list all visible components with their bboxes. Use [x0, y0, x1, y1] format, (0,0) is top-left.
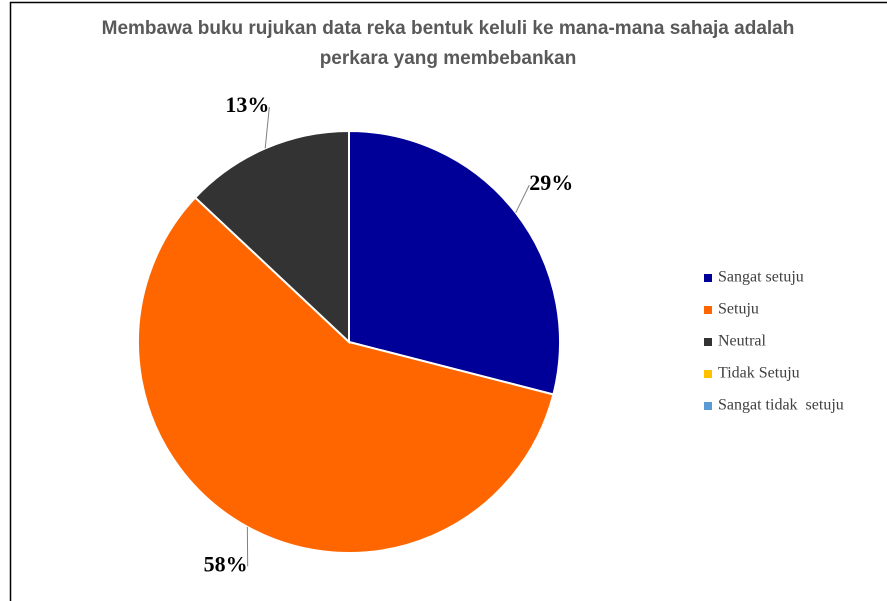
- pie-slice: [348, 129, 561, 396]
- legend-label: Tidak Setuju: [718, 365, 800, 382]
- pie-slice: [193, 129, 350, 345]
- chart-title: Membawa buku rujukan data reka bentuk ke…: [101, 18, 795, 69]
- data-label: 13%: [225, 92, 269, 117]
- legend-swatch: [704, 338, 712, 346]
- leader-line: [264, 107, 270, 149]
- legend-swatch: [704, 370, 712, 378]
- legend-swatch: [704, 402, 712, 410]
- legend-label: Sangat setuju: [718, 269, 804, 286]
- data-label: 29%: [529, 170, 573, 195]
- leader-line: [515, 184, 530, 213]
- chart-border: [9, 1, 887, 601]
- data-label: 58%: [204, 551, 248, 576]
- legend-label: Setuju: [718, 301, 759, 318]
- legend-label: Neutral: [718, 333, 767, 350]
- legend-swatch: [704, 274, 712, 282]
- legend-swatch: [704, 306, 712, 314]
- legend-label: Sangat tidak setuju: [718, 397, 844, 414]
